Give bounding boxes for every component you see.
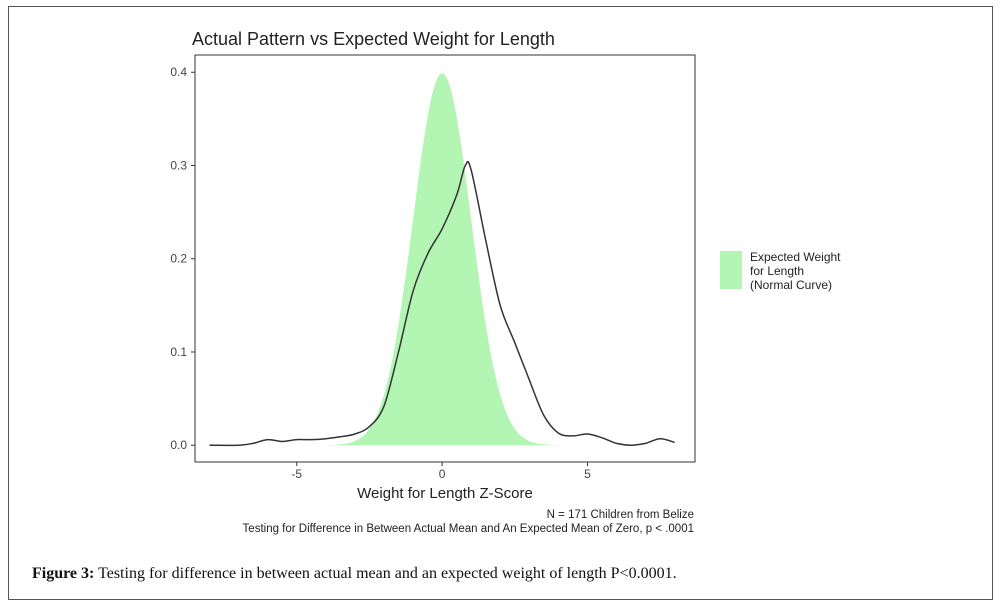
legend-label-line: for Length xyxy=(750,264,804,278)
x-axis-label: Weight for Length Z-Score xyxy=(357,485,533,502)
expected-normal-curve-area xyxy=(311,73,573,446)
y-tick-label: 0.1 xyxy=(170,345,187,359)
legend-label-line: Expected Weight xyxy=(750,250,841,264)
figure-caption: Figure 3: Testing for difference in betw… xyxy=(32,565,677,583)
legend-label-line: (Normal Curve) xyxy=(750,278,832,292)
chart-title: Actual Pattern vs Expected Weight for Le… xyxy=(192,29,555,49)
y-tick-label: 0.0 xyxy=(170,438,187,452)
x-tick-label: 0 xyxy=(439,467,446,481)
x-tick-label: -5 xyxy=(291,467,302,481)
legend-label-expected: Expected Weight for Length (Normal Curve) xyxy=(750,250,841,292)
y-tick-label: 0.4 xyxy=(170,65,187,79)
note-sample-size: N = 171 Children from Belize xyxy=(547,509,694,521)
y-tick-label: 0.2 xyxy=(170,252,187,266)
figure-caption-label: Figure 3: xyxy=(32,565,95,582)
chart: Actual Pattern vs Expected Weight for Le… xyxy=(170,29,841,535)
note-test: Testing for Difference in Between Actual… xyxy=(243,523,694,535)
x-axis: -5 0 5 xyxy=(291,462,591,481)
x-tick-label: 5 xyxy=(584,467,591,481)
y-axis: 0.0 0.1 0.2 0.3 0.4 xyxy=(170,65,195,452)
legend-key-expected xyxy=(720,251,742,289)
figure-caption-text: Testing for difference in between actual… xyxy=(94,565,677,582)
y-tick-label: 0.3 xyxy=(170,158,187,172)
actual-density-line xyxy=(209,160,675,447)
